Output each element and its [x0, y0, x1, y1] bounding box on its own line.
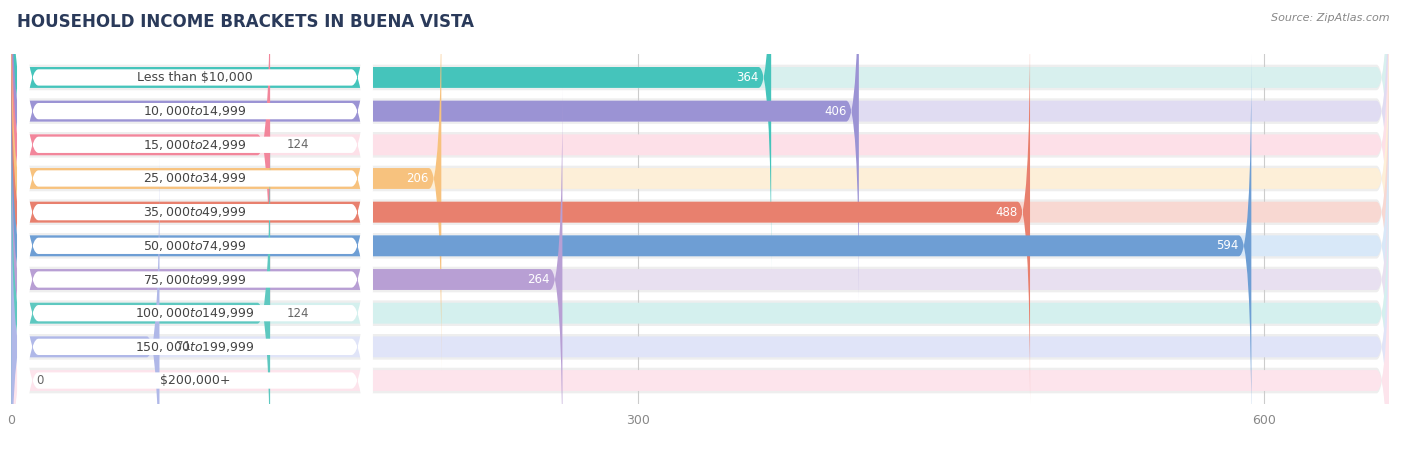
Text: 0: 0	[37, 374, 44, 387]
Text: Less than $10,000: Less than $10,000	[138, 71, 253, 84]
FancyBboxPatch shape	[11, 0, 1389, 300]
Text: 488: 488	[995, 206, 1018, 219]
FancyBboxPatch shape	[11, 0, 1389, 368]
Text: 406: 406	[824, 105, 846, 118]
Text: $35,000 to $49,999: $35,000 to $49,999	[143, 205, 246, 219]
FancyBboxPatch shape	[11, 0, 770, 269]
FancyBboxPatch shape	[11, 155, 159, 449]
FancyBboxPatch shape	[11, 54, 1389, 437]
Text: 124: 124	[287, 307, 309, 320]
FancyBboxPatch shape	[11, 122, 1389, 449]
FancyBboxPatch shape	[17, 0, 373, 449]
Text: $50,000 to $74,999: $50,000 to $74,999	[143, 239, 246, 253]
Text: 364: 364	[737, 71, 759, 84]
FancyBboxPatch shape	[11, 0, 1389, 303]
FancyBboxPatch shape	[11, 0, 1389, 370]
FancyBboxPatch shape	[11, 0, 441, 370]
Text: 124: 124	[287, 138, 309, 151]
FancyBboxPatch shape	[17, 0, 373, 449]
Text: Source: ZipAtlas.com: Source: ZipAtlas.com	[1271, 13, 1389, 23]
FancyBboxPatch shape	[11, 88, 562, 449]
FancyBboxPatch shape	[17, 52, 373, 449]
FancyBboxPatch shape	[17, 0, 373, 406]
FancyBboxPatch shape	[11, 90, 1389, 449]
Text: 71: 71	[176, 340, 191, 353]
FancyBboxPatch shape	[17, 18, 373, 449]
FancyBboxPatch shape	[11, 0, 1389, 267]
FancyBboxPatch shape	[11, 124, 1389, 449]
Text: HOUSEHOLD INCOME BRACKETS IN BUENA VISTA: HOUSEHOLD INCOME BRACKETS IN BUENA VISTA	[17, 13, 474, 31]
FancyBboxPatch shape	[11, 23, 1389, 401]
Text: 264: 264	[527, 273, 550, 286]
Text: 594: 594	[1216, 239, 1239, 252]
FancyBboxPatch shape	[17, 0, 373, 449]
Text: $10,000 to $14,999: $10,000 to $14,999	[143, 104, 246, 118]
FancyBboxPatch shape	[11, 0, 859, 303]
Text: $200,000+: $200,000+	[160, 374, 231, 387]
Text: $15,000 to $24,999: $15,000 to $24,999	[143, 138, 246, 152]
Text: 206: 206	[406, 172, 429, 185]
FancyBboxPatch shape	[11, 57, 1389, 435]
FancyBboxPatch shape	[11, 21, 1031, 404]
FancyBboxPatch shape	[11, 21, 1389, 404]
FancyBboxPatch shape	[11, 189, 1389, 449]
FancyBboxPatch shape	[17, 0, 373, 449]
Text: $25,000 to $34,999: $25,000 to $34,999	[143, 172, 246, 185]
FancyBboxPatch shape	[11, 0, 1389, 336]
FancyBboxPatch shape	[17, 0, 373, 449]
FancyBboxPatch shape	[11, 122, 270, 449]
FancyBboxPatch shape	[11, 54, 1251, 437]
FancyBboxPatch shape	[11, 155, 1389, 449]
Text: $150,000 to $199,999: $150,000 to $199,999	[135, 340, 254, 354]
Text: $75,000 to $99,999: $75,000 to $99,999	[143, 273, 246, 286]
FancyBboxPatch shape	[17, 0, 373, 440]
FancyBboxPatch shape	[11, 158, 1389, 449]
FancyBboxPatch shape	[11, 0, 270, 336]
Text: $100,000 to $149,999: $100,000 to $149,999	[135, 306, 254, 320]
FancyBboxPatch shape	[11, 0, 1389, 334]
FancyBboxPatch shape	[11, 191, 1389, 449]
FancyBboxPatch shape	[11, 88, 1389, 449]
FancyBboxPatch shape	[17, 0, 373, 449]
FancyBboxPatch shape	[11, 0, 1389, 269]
